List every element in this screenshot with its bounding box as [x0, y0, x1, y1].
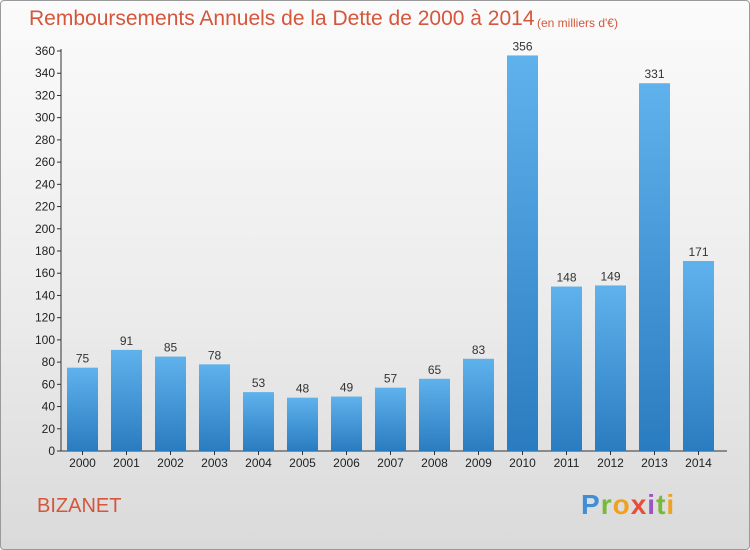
bar [551, 286, 582, 451]
x-tick-label: 2013 [641, 456, 668, 470]
y-tick-label: 280 [35, 133, 55, 147]
y-tick-label: 300 [35, 111, 55, 125]
bar [111, 349, 142, 451]
chart-subtitle: (en milliers d'€) [537, 16, 618, 30]
x-tick-label: 2004 [245, 456, 272, 470]
bar-value-label: 91 [120, 334, 134, 348]
x-tick-label: 2008 [421, 456, 448, 470]
x-tick-label: 2007 [377, 456, 404, 470]
chart-bars [67, 55, 714, 451]
bar-value-label: 53 [252, 376, 266, 390]
bar [507, 55, 538, 451]
x-tick-label: 2005 [289, 456, 316, 470]
bar [287, 397, 318, 451]
bar [67, 367, 98, 451]
y-tick-label: 40 [42, 400, 56, 414]
x-tick-label: 2014 [685, 456, 712, 470]
bar-value-label: 85 [164, 341, 178, 355]
proxiti-logo: Proxiti [581, 489, 676, 520]
y-tick-label: 20 [42, 422, 56, 436]
y-tick-label: 340 [35, 66, 55, 80]
bar-value-label: 75 [76, 352, 90, 366]
bar [375, 387, 406, 451]
bar-value-label: 356 [512, 39, 532, 53]
y-tick-label: 320 [35, 88, 55, 102]
bar [683, 261, 714, 451]
y-tick-label: 0 [48, 444, 55, 458]
x-tick-label: 2011 [554, 456, 580, 470]
y-tick-label: 80 [42, 355, 56, 369]
bar-value-label: 78 [208, 348, 222, 362]
bar-value-label: 171 [688, 245, 708, 259]
bar [243, 392, 274, 451]
bar-value-label: 49 [340, 381, 354, 395]
y-tick-label: 60 [42, 377, 56, 391]
y-tick-label: 360 [35, 44, 55, 58]
bar [419, 378, 450, 451]
x-tick-label: 2006 [333, 456, 360, 470]
bar-value-label: 57 [384, 372, 398, 386]
y-tick-label: 240 [35, 177, 55, 191]
x-tick-label: 2001 [113, 456, 140, 470]
y-tick-label: 100 [35, 333, 55, 347]
y-tick-label: 140 [35, 288, 55, 302]
chart-value-labels: 75 91 85 78 53 48 49 57 65 83 356 148 149 331 171 [76, 39, 709, 395]
x-tick-label: 2002 [157, 456, 184, 470]
bar-value-label: 149 [600, 269, 620, 283]
x-tick-label: 2009 [465, 456, 492, 470]
bar [463, 358, 494, 451]
chart-title: Remboursements Annuels de la Dette de 20… [29, 7, 535, 30]
y-tick-label: 260 [35, 155, 55, 169]
bar-value-label: 83 [472, 343, 486, 357]
town-name: BIZANET [37, 495, 122, 517]
x-tick-label: 2010 [509, 456, 536, 470]
y-tick-label: 200 [35, 222, 55, 236]
x-tick-label: 2000 [69, 456, 96, 470]
x-tick-label: 2003 [201, 456, 228, 470]
bar-value-label: 331 [644, 67, 664, 81]
y-tick-label: 180 [35, 244, 55, 258]
bar [595, 285, 626, 451]
bar-value-label: 148 [556, 271, 576, 285]
y-tick-label: 160 [35, 266, 55, 280]
bar [155, 356, 186, 451]
x-tick-label: 2012 [597, 456, 624, 470]
bar [331, 396, 362, 451]
y-tick-label: 220 [35, 200, 55, 214]
bar-value-label: 48 [296, 382, 310, 396]
bar-value-label: 65 [428, 363, 442, 377]
bar [639, 83, 670, 451]
bar [199, 364, 230, 451]
y-tick-label: 120 [35, 311, 55, 325]
